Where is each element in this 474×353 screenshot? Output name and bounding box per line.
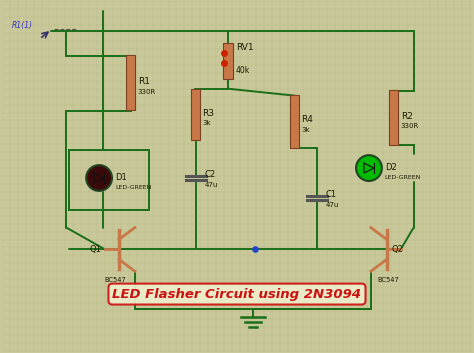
Text: C2: C2 (204, 170, 215, 179)
Text: LED Flasher Circuit using 2N3094: LED Flasher Circuit using 2N3094 (112, 288, 362, 300)
Text: LED-GREEN: LED-GREEN (385, 175, 421, 180)
Text: R2: R2 (401, 112, 412, 120)
Text: R3: R3 (202, 108, 214, 118)
Text: R1(1): R1(1) (12, 21, 33, 30)
Text: 330R: 330R (401, 124, 419, 130)
Text: D2: D2 (385, 163, 397, 172)
Text: 3k: 3k (301, 127, 310, 133)
Text: 3k: 3k (202, 120, 211, 126)
Text: Q1: Q1 (89, 245, 101, 255)
Bar (290, 95, 299, 148)
Bar (69, 150, 149, 210)
Text: LED-GREEN: LED-GREEN (115, 185, 151, 190)
Text: 330R: 330R (138, 89, 156, 95)
Text: R4: R4 (301, 115, 313, 125)
Text: RV1: RV1 (236, 43, 254, 52)
Text: BC547: BC547 (377, 277, 399, 283)
Bar (223, 43, 233, 79)
Text: 40k: 40k (236, 66, 250, 75)
Text: 47u: 47u (204, 182, 218, 188)
Bar (389, 90, 398, 145)
Text: BC547: BC547 (104, 277, 126, 283)
Circle shape (86, 165, 112, 191)
Text: Q2: Q2 (392, 245, 404, 255)
Text: D1: D1 (115, 173, 127, 182)
Circle shape (356, 155, 382, 181)
Bar (191, 89, 200, 140)
Text: R1: R1 (138, 77, 150, 86)
Bar (127, 55, 135, 110)
Text: 47u: 47u (325, 202, 339, 208)
Text: C1: C1 (325, 190, 337, 199)
